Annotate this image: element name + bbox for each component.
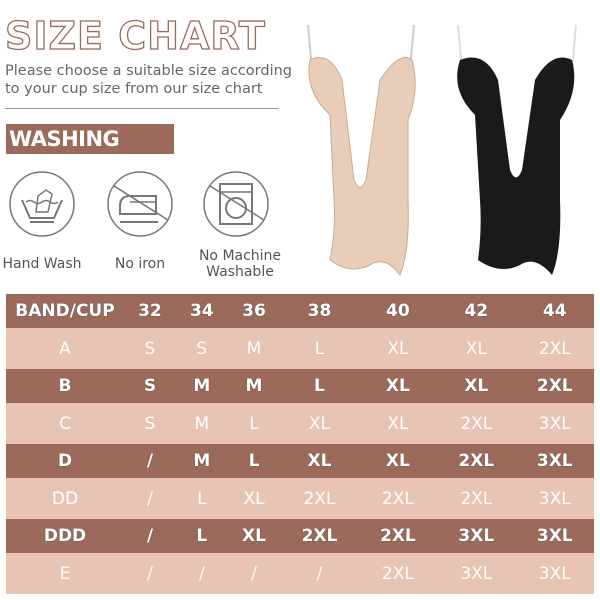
size-cell: M [227, 369, 281, 403]
size-cell: / [124, 553, 176, 594]
size-cell: M [175, 369, 228, 403]
hand-wash-label: Hand Wash [2, 256, 82, 272]
label-line: Washable [206, 264, 274, 280]
size-cell: XL [280, 444, 359, 478]
size-cell: M [175, 444, 228, 478]
table-header-row: BAND/CUP 32 34 36 38 40 42 44 [6, 294, 594, 328]
size-cell: S [124, 369, 176, 403]
size-cell: XL [227, 519, 281, 553]
size-cell: 2XL [358, 519, 438, 553]
size-cell: / [280, 553, 359, 594]
size-cell: 3XL [515, 403, 594, 444]
size-cell: 42 [437, 294, 516, 328]
no-iron-icon [107, 171, 173, 237]
size-cell: 3XL [515, 444, 594, 478]
size-cell: 2XL [358, 553, 438, 594]
size-cell: / [227, 553, 281, 594]
size-cell: L [175, 519, 228, 553]
washing-tips-heading: WASHING TIPS [6, 124, 174, 181]
size-cell: XL [358, 403, 438, 444]
size-cell: 3XL [437, 553, 516, 594]
size-cell: 32 [124, 294, 176, 328]
size-cell: M [227, 328, 281, 369]
size-cell: 34 [175, 294, 228, 328]
size-cell: XL [227, 478, 281, 519]
size-cell: L [280, 369, 359, 403]
cup-cell: A [6, 328, 124, 369]
size-cell: 2XL [515, 328, 594, 369]
size-cell: XL [437, 369, 516, 403]
size-table: BAND/CUP 32 34 36 38 40 42 44 A S S M L XL XL 2XL B S M M L X… [6, 294, 594, 594]
hand-wash-icon [9, 171, 75, 237]
page-title: SIZE CHART [4, 13, 266, 58]
size-cell: M [175, 403, 228, 444]
size-cell: XL [358, 444, 438, 478]
size-cell: XL [358, 328, 438, 369]
size-cell: 40 [358, 294, 438, 328]
size-cell: 3XL [515, 478, 594, 519]
size-cell: 3XL [515, 519, 594, 553]
table-row: D / M L XL XL 2XL 3XL [6, 444, 594, 478]
subtitle: Please choose a suitable size according … [5, 63, 293, 97]
table-row: B S M M L XL XL 2XL [6, 369, 594, 403]
size-cell: / [124, 478, 176, 519]
cup-cell: D [6, 444, 124, 478]
nude-bodysuit-image [307, 24, 416, 277]
size-cell: S [175, 328, 228, 369]
table-row: C S M L XL XL 2XL 3XL [6, 403, 594, 444]
size-cell: XL [280, 403, 359, 444]
cup-cell: C [6, 403, 124, 444]
size-cell: L [227, 444, 281, 478]
black-bodysuit-image [457, 24, 577, 275]
size-cell: 2XL [280, 478, 359, 519]
size-cell: 38 [280, 294, 359, 328]
size-cell: 2XL [280, 519, 359, 553]
no-machine-wash-icon [203, 171, 269, 237]
cup-cell: E [6, 553, 124, 594]
label-line: No Machine [198, 248, 282, 264]
cup-cell: B [6, 369, 124, 403]
no-iron-label: No iron [114, 256, 166, 272]
size-cell: / [124, 519, 176, 553]
size-cell: 36 [227, 294, 281, 328]
size-cell: L [280, 328, 359, 369]
size-cell: 2XL [515, 369, 594, 403]
divider [5, 108, 279, 109]
size-cell: 2XL [437, 403, 516, 444]
size-cell: / [175, 553, 228, 594]
size-cell: XL [437, 328, 516, 369]
size-cell: XL [358, 369, 438, 403]
size-cell: L [175, 478, 228, 519]
table-row: DD / L XL 2XL 2XL 2XL 3XL [6, 478, 594, 519]
table-row: DDD / L XL 2XL 2XL 3XL 3XL [6, 519, 594, 553]
size-cell: / [124, 444, 176, 478]
size-cell: 2XL [437, 478, 516, 519]
product-images [307, 24, 577, 277]
no-machine-washable-label: No Machine Washable [190, 248, 290, 280]
cup-cell: BAND/CUP [6, 294, 124, 328]
cup-cell: DD [6, 478, 124, 519]
table-row: E / / //2XL 3XL 3XL [6, 553, 594, 594]
size-cell: 3XL [437, 519, 516, 553]
size-cell: S [124, 403, 176, 444]
size-cell: 3XL [515, 553, 594, 594]
cup-cell: DDD [6, 519, 124, 553]
size-cell: 2XL [437, 444, 516, 478]
size-cell: L [227, 403, 281, 444]
size-cell: 44 [515, 294, 594, 328]
size-cell: S [124, 328, 176, 369]
table-row: A S S M L XL XL 2XL [6, 328, 594, 369]
size-cell: 2XL [358, 478, 438, 519]
